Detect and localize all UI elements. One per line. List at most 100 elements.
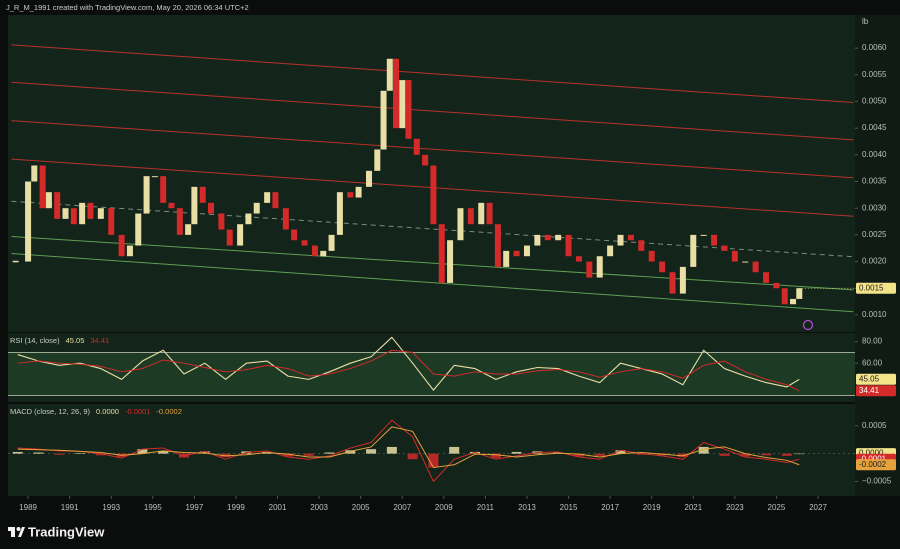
candle xyxy=(586,261,593,278)
histogram-bar xyxy=(407,453,418,460)
header: J_R_M_1991 created with TradingView.com,… xyxy=(6,3,249,12)
candle xyxy=(45,192,52,209)
candle xyxy=(494,224,501,267)
candle xyxy=(447,240,454,283)
candle xyxy=(245,213,252,225)
candle xyxy=(135,213,142,246)
rsi-band-fill xyxy=(8,352,855,396)
candle xyxy=(143,176,150,214)
candle xyxy=(237,224,244,246)
histogram-bar xyxy=(366,449,377,454)
y-tick-label: 0.0030 xyxy=(862,203,887,212)
candle xyxy=(393,58,400,129)
candle xyxy=(438,224,445,283)
candle xyxy=(430,165,437,225)
candle xyxy=(191,186,198,225)
channel-line xyxy=(11,81,854,141)
candle xyxy=(253,202,260,214)
event-icon[interactable] xyxy=(802,319,814,331)
candle xyxy=(272,192,279,209)
x-tick-label: 2001 xyxy=(269,503,287,512)
candle xyxy=(168,202,175,209)
candle xyxy=(555,234,562,241)
y-tick-label: 60.00 xyxy=(862,358,883,367)
candle xyxy=(365,170,372,187)
x-tick-label: 2021 xyxy=(684,503,702,512)
histogram-bar xyxy=(781,453,792,456)
candle xyxy=(336,192,343,235)
macd-line xyxy=(17,419,800,483)
candle xyxy=(126,245,133,257)
x-tick-label: 2003 xyxy=(310,503,328,512)
indicator-value: 34.41 xyxy=(90,336,109,345)
candle xyxy=(659,261,666,273)
candle xyxy=(679,266,686,294)
logo-icon xyxy=(8,527,25,537)
x-tick-label: 2011 xyxy=(477,503,495,512)
candle xyxy=(320,250,327,257)
candle xyxy=(467,208,474,225)
histogram-bar xyxy=(511,451,522,454)
x-tick-label: 1995 xyxy=(144,503,162,512)
candle xyxy=(486,202,493,225)
x-tick-label: 1989 xyxy=(19,503,37,512)
candle xyxy=(773,282,780,289)
histogram-bar xyxy=(220,453,231,457)
x-tick-label: 2025 xyxy=(768,503,786,512)
x-tick-label: 2007 xyxy=(393,503,411,512)
candle xyxy=(301,240,308,246)
candle xyxy=(596,256,603,278)
x-tick-label: 1993 xyxy=(102,503,120,512)
candle xyxy=(617,234,624,246)
candle xyxy=(638,240,645,251)
rsi-line xyxy=(17,349,800,392)
indicator-value: 45.05 xyxy=(66,336,85,345)
candle xyxy=(544,234,551,241)
candle xyxy=(151,176,158,178)
x-tick-label: 1991 xyxy=(61,503,79,512)
indicator-title: RSI (14, close) xyxy=(10,336,60,345)
channel-line xyxy=(11,120,854,179)
histogram-bar xyxy=(449,446,460,454)
candle xyxy=(648,250,655,262)
value-label: -0.0001 xyxy=(859,454,887,463)
y-tick-label: 0.0045 xyxy=(862,123,887,132)
y-tick-label: −0.0005 xyxy=(862,477,892,486)
candle xyxy=(70,208,77,225)
indicator-value: 0.0000 xyxy=(96,407,119,416)
price-plot xyxy=(11,44,854,313)
candle xyxy=(311,245,318,257)
candle xyxy=(62,208,69,219)
candle xyxy=(700,234,707,236)
value-label: -0.0002 xyxy=(859,460,887,469)
channel-line xyxy=(11,253,854,313)
candle xyxy=(355,186,362,198)
candle xyxy=(160,176,167,203)
candle xyxy=(575,256,582,262)
histogram-bar xyxy=(199,451,210,454)
candle xyxy=(347,192,354,198)
candle xyxy=(264,192,271,203)
candle xyxy=(118,234,125,257)
histogram-bar xyxy=(33,452,44,454)
candle xyxy=(796,288,803,299)
y-tick-label: 0.0025 xyxy=(862,230,887,239)
x-tick-label: 2005 xyxy=(352,503,370,512)
candle xyxy=(87,202,94,219)
channel-line xyxy=(11,235,854,291)
y-tick-label: 0.0055 xyxy=(862,70,887,79)
x-tick-label: 2015 xyxy=(560,503,578,512)
histogram-bar xyxy=(303,453,314,456)
candle xyxy=(199,186,206,203)
histogram-bar xyxy=(54,453,65,455)
value-box xyxy=(856,282,896,294)
value-box xyxy=(856,385,896,397)
x-tick-label: 2019 xyxy=(643,503,661,512)
macd-pane xyxy=(8,404,855,496)
histogram-bar xyxy=(345,450,356,454)
candle xyxy=(513,250,520,257)
candle xyxy=(721,245,728,251)
histogram-bar xyxy=(324,452,335,454)
candle xyxy=(282,208,289,230)
candle xyxy=(523,245,530,257)
